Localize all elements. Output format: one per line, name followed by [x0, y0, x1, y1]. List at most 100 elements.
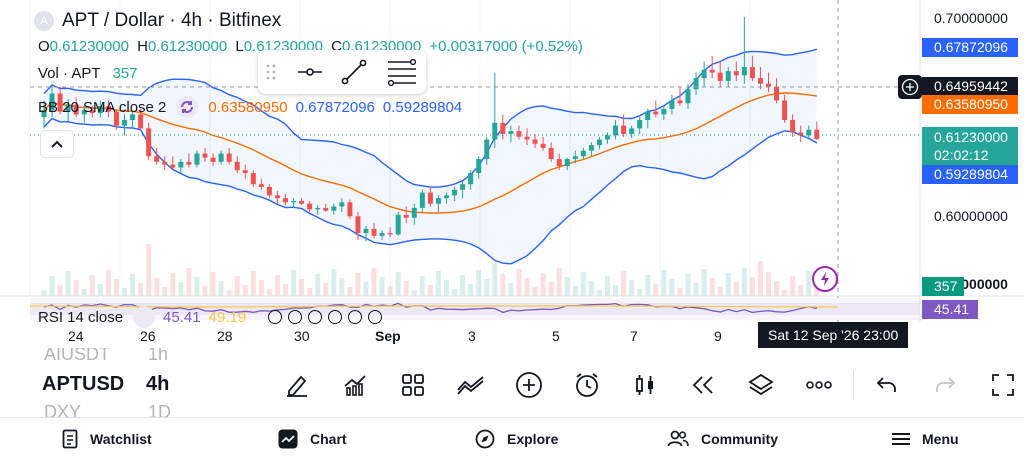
candle-body: [57, 93, 63, 112]
symbol-switcher[interactable]: AIUSDT 1h APTUSD 4h DXY 1D: [0, 348, 190, 418]
candle: [492, 72, 498, 148]
candle: [717, 61, 723, 87]
undo-icon[interactable]: [870, 368, 904, 402]
eye-icon[interactable]: [368, 310, 382, 324]
candle-body: [395, 214, 401, 235]
volume-bar: [725, 273, 731, 296]
candle-body: [202, 153, 208, 158]
fib-retracement-tool-icon[interactable]: [386, 58, 418, 86]
candles-icon[interactable]: [628, 368, 662, 402]
trend-line-tool-icon[interactable]: [340, 58, 368, 86]
candle-body: [580, 150, 586, 157]
layouts-icon[interactable]: [396, 368, 430, 402]
candle-body: [766, 83, 771, 87]
candle: [130, 111, 136, 129]
fullscreen-icon[interactable]: [986, 368, 1020, 402]
alert-icon[interactable]: [570, 368, 604, 402]
drawing-toolbar: [258, 50, 426, 94]
add-price-alert-button[interactable]: [898, 75, 922, 99]
candle: [218, 150, 224, 165]
rsi-tag: 45.41: [922, 300, 978, 319]
eye-icon[interactable]: [348, 310, 362, 324]
crosshair-price-tag: 0.64959442: [922, 77, 1018, 96]
nav-community[interactable]: Community: [667, 420, 778, 458]
candle: [790, 114, 796, 137]
nav-explore[interactable]: Explore: [475, 420, 558, 458]
nav-menu[interactable]: Menu: [892, 420, 959, 458]
rsi-legend[interactable]: RSI 14 close 45.41 49.19: [38, 306, 246, 328]
volume-bar: [806, 271, 812, 296]
time-tick: 24: [68, 328, 84, 344]
eye-icon[interactable]: [268, 310, 282, 324]
nav-watchlist[interactable]: Watchlist: [62, 420, 152, 458]
volume-bar: [556, 268, 562, 296]
pencil-icon[interactable]: [280, 368, 314, 402]
drag-handle-icon[interactable]: [266, 64, 276, 80]
bb-legend[interactable]: BB 20 SMA close 2 0.63580950 0.67872096 …: [38, 96, 462, 118]
candle-body: [347, 202, 353, 217]
layers-icon[interactable]: [744, 368, 778, 402]
next-symbol[interactable]: DXY: [44, 402, 82, 418]
candle: [291, 198, 297, 208]
indicators-icon[interactable]: [338, 368, 372, 402]
collapse-legend-button[interactable]: [40, 130, 74, 158]
replay-icon[interactable]: [686, 368, 720, 402]
candle-body: [564, 159, 570, 167]
symbol-header[interactable]: A APT / Dollar · 4h · Bitfinex: [34, 10, 281, 32]
time-tick: 26: [140, 328, 156, 344]
candle: [806, 125, 812, 140]
volume-bar: [242, 285, 248, 296]
add-icon[interactable]: [512, 368, 546, 402]
next-interval[interactable]: 1D: [148, 402, 172, 418]
volume-bar: [371, 268, 377, 296]
candle: [605, 132, 610, 144]
candle-body: [572, 156, 578, 160]
candle: [645, 108, 651, 129]
volume-bar: [798, 285, 804, 296]
candle: [741, 16, 747, 84]
candle: [355, 212, 361, 240]
volume-legend[interactable]: Vol · APT 357: [38, 65, 138, 82]
candle-body: [588, 145, 594, 151]
volume-bar: [73, 280, 79, 296]
candle: [693, 72, 699, 95]
candle: [331, 203, 337, 215]
candle: [81, 106, 87, 123]
prev-symbol[interactable]: AIUSDT: [44, 348, 111, 364]
candle: [661, 106, 667, 120]
compare-icon[interactable]: [454, 368, 488, 402]
candle-body: [122, 120, 127, 126]
candle-body: [548, 147, 554, 160]
eye-icon[interactable]: [308, 310, 322, 324]
prev-interval[interactable]: 1h: [148, 348, 169, 364]
horizontal-line-tool-icon[interactable]: [296, 60, 324, 84]
volume-bar: [250, 271, 256, 296]
candle: [379, 230, 385, 240]
redo-icon[interactable]: [928, 368, 962, 402]
candle-body: [669, 100, 675, 109]
candle-body: [741, 66, 747, 76]
eye-icon[interactable]: [288, 310, 302, 324]
candles: [41, 16, 820, 242]
eye-icon[interactable]: [328, 310, 342, 324]
volume-bar: [49, 276, 55, 296]
candle-body: [146, 128, 152, 157]
nav-chart[interactable]: Chart: [278, 420, 347, 458]
current-symbol[interactable]: APTUSD: [42, 373, 125, 395]
candle-body: [97, 106, 103, 114]
volume-bar: [194, 277, 200, 296]
volume-bar: [315, 274, 321, 296]
community-icon: [667, 430, 689, 447]
candle-body: [790, 120, 796, 133]
current-interval[interactable]: 4h: [146, 373, 170, 395]
volume-bar: [572, 286, 578, 296]
more-icon[interactable]: [802, 368, 836, 402]
volume-tag: 357: [922, 277, 964, 296]
lightning-icon[interactable]: [812, 266, 838, 292]
pane-visibility-icons[interactable]: [268, 310, 382, 324]
candle-body: [629, 128, 635, 134]
compass-icon: [475, 429, 495, 449]
candle: [532, 133, 538, 148]
nav-divider: [0, 417, 1024, 418]
